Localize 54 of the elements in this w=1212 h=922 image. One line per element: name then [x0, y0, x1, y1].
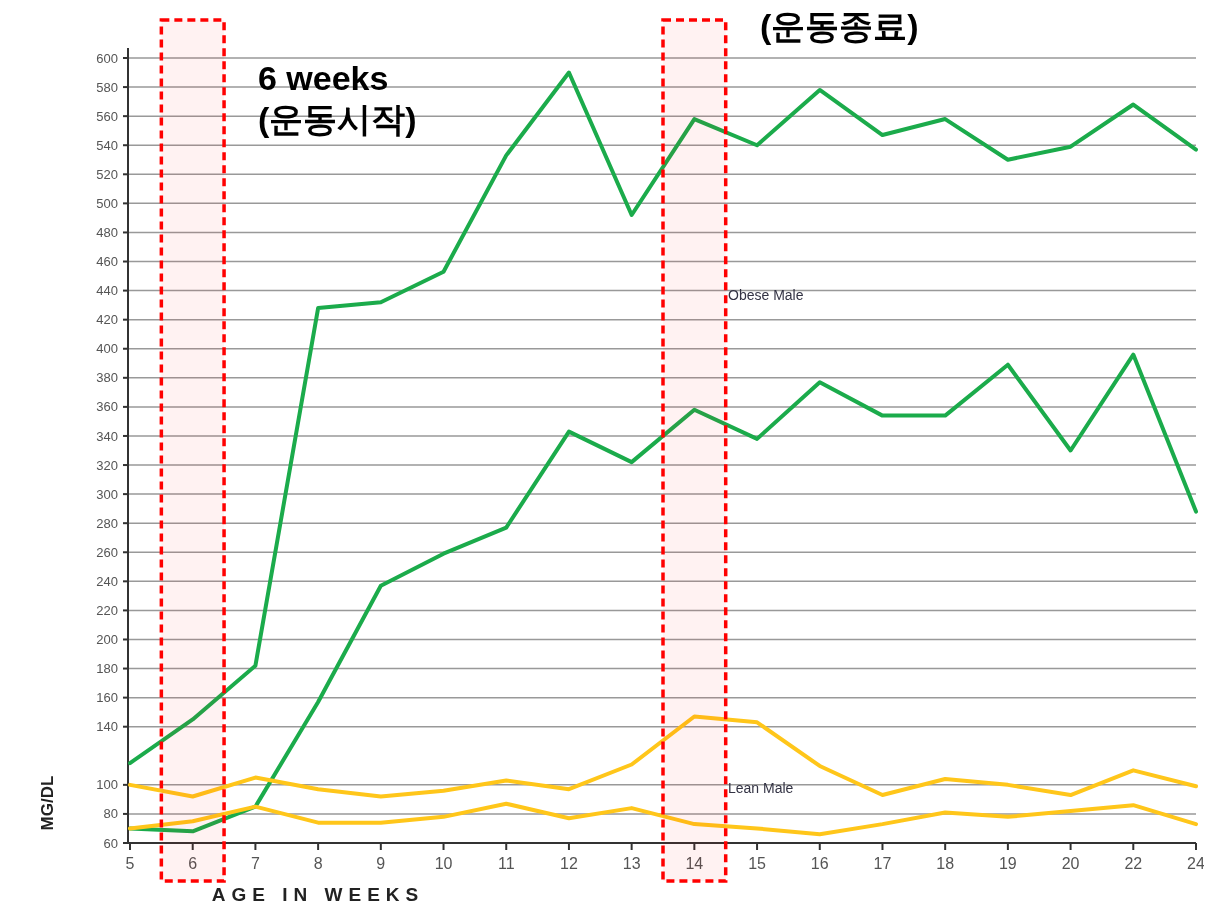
y-tick-label: 340 [96, 428, 118, 444]
y-tick-label: 220 [96, 602, 118, 618]
x-tick-label: 5 [125, 855, 135, 872]
x-tick-label: 15 [748, 855, 767, 872]
y-tick-label: 300 [96, 486, 118, 502]
y-tick-label: 260 [96, 544, 118, 560]
y-tick-label: 380 [96, 370, 118, 386]
x-tick-label: 20 [1061, 855, 1080, 872]
annotation: 6 weeks (운동시작) [258, 59, 417, 138]
y-tick-label: 500 [96, 195, 118, 211]
y-tick-label: 440 [96, 283, 118, 299]
x-tick-label: 24 [1187, 855, 1205, 872]
x-tick-label: 19 [998, 855, 1017, 872]
y-tick-label: 280 [96, 515, 118, 531]
y-tick-label: 360 [96, 399, 118, 415]
y-tick-label: 520 [96, 166, 118, 182]
y-tick-label: 320 [96, 457, 118, 473]
x-tick-label: 6 [188, 855, 198, 872]
y-tick-label: 580 [96, 79, 118, 95]
y-tick-label: 560 [96, 108, 118, 124]
x-tick-label: 18 [936, 855, 955, 872]
y-tick-label: 600 [96, 50, 118, 66]
y-tick-label: 80 [103, 806, 118, 822]
y-tick-label: 60 [103, 835, 118, 851]
y-tick-label: 480 [96, 224, 118, 240]
y-tick-label: 540 [96, 137, 118, 153]
x-tick-label: 13 [622, 855, 641, 872]
x-tick-label: 14 [685, 855, 704, 872]
x-axis-title: AGE IN WEEKS [211, 884, 425, 905]
y-tick-label: 180 [96, 661, 118, 677]
x-tick-label: 7 [250, 855, 260, 872]
x-tick-label: 22 [1124, 855, 1143, 872]
annotation: Lean Male [728, 780, 794, 796]
y-tick-label: 160 [96, 690, 118, 706]
y-tick-label: 240 [96, 573, 118, 589]
x-tick-label: 11 [497, 855, 515, 872]
y-tick-label: 400 [96, 341, 118, 357]
line-series [128, 801, 1198, 837]
y-tick-label: 200 [96, 632, 118, 648]
x-tick-label: 8 [313, 855, 323, 872]
y-tick-label: 420 [96, 312, 118, 328]
y-tick-label: 140 [96, 719, 118, 735]
line-series [128, 714, 1198, 799]
y-tick-label: 100 [96, 777, 118, 793]
x-tick-label: 12 [560, 855, 578, 872]
x-tick-label: 10 [434, 855, 453, 872]
line-series [128, 352, 1198, 834]
x-tick-label: 9 [376, 855, 386, 872]
x-tick-label: 17 [873, 855, 892, 872]
y-tick-label: 460 [96, 254, 118, 270]
text: (운동종료) [760, 7, 919, 45]
annotation: Obese Male [728, 287, 804, 303]
y-axis-title: MG/DL [38, 775, 57, 831]
x-tick-label: 16 [810, 855, 829, 872]
